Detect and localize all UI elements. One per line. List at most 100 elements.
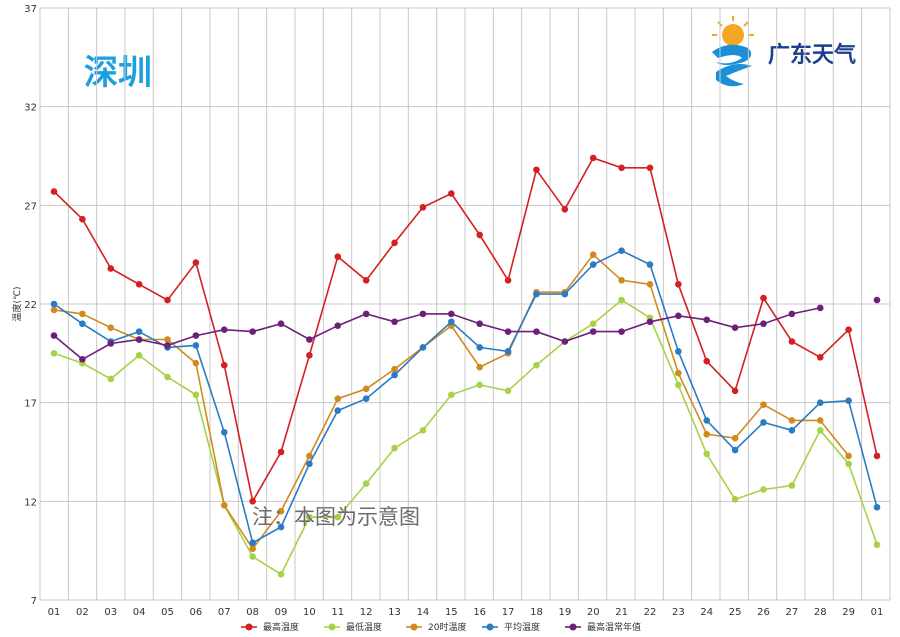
data-point [419, 426, 427, 434]
x-tick-label: 21 [615, 607, 628, 618]
legend-label: 平均温度 [504, 621, 540, 633]
data-point [50, 300, 58, 308]
data-point [192, 332, 200, 339]
data-point [760, 294, 767, 302]
data-point [192, 359, 200, 367]
data-point [675, 280, 682, 288]
data-point [675, 348, 682, 355]
data-point [816, 417, 824, 424]
data-point [618, 164, 625, 172]
legend-item: 最低温度 [324, 621, 382, 633]
data-point [362, 310, 370, 318]
data-point [788, 338, 796, 345]
legend-swatch-dot [569, 623, 577, 631]
data-point [164, 342, 171, 349]
x-tick-label: 17 [502, 607, 515, 618]
x-tick-label: 11 [331, 607, 344, 618]
data-point [589, 154, 597, 162]
legend-label: 最高温常年值 [587, 621, 641, 633]
data-point [277, 320, 285, 328]
data-point [391, 444, 398, 452]
data-point [873, 452, 881, 460]
x-tick-label: 25 [729, 607, 742, 618]
data-point [618, 296, 625, 304]
data-point [504, 348, 512, 355]
data-point [448, 391, 455, 399]
data-point [476, 320, 483, 328]
data-point [504, 277, 512, 284]
x-tick-label: 03 [104, 607, 117, 618]
x-tick-label: 01 [871, 607, 884, 618]
legend-item: 最高温常年值 [565, 621, 641, 633]
data-point [703, 357, 711, 365]
data-point [220, 326, 228, 333]
x-tick-label: 23 [672, 607, 685, 618]
data-point [362, 385, 370, 393]
data-point [135, 336, 143, 343]
data-point [816, 353, 824, 361]
diagram-note: 注：本图为示意图 [252, 505, 420, 529]
x-tick-label: 04 [133, 607, 146, 618]
legend-item: 平均温度 [482, 621, 540, 633]
y-tick-label: 27 [24, 201, 37, 212]
data-point [646, 261, 654, 268]
y-tick-label: 37 [24, 4, 37, 15]
data-point [391, 371, 398, 379]
x-tick-label: 29 [842, 607, 855, 618]
data-point [533, 361, 540, 369]
data-point [249, 553, 256, 560]
data-point [306, 460, 313, 468]
data-point [135, 280, 143, 288]
data-point [192, 391, 200, 399]
data-point [79, 320, 86, 328]
data-point [306, 336, 313, 343]
data-point [249, 545, 256, 552]
data-point [419, 204, 427, 211]
data-point [79, 355, 86, 363]
data-point [79, 310, 86, 318]
series-line-2 [53, 253, 850, 551]
data-point [788, 426, 796, 434]
data-point [220, 428, 228, 436]
data-point [79, 215, 86, 223]
data-point [306, 352, 313, 359]
x-tick-label: 22 [644, 607, 657, 618]
x-tick-label: 05 [161, 607, 174, 618]
legend-swatch-dot [486, 623, 494, 631]
data-point [589, 261, 597, 268]
data-point [476, 344, 483, 351]
data-point [618, 328, 625, 335]
x-tick-label: 28 [814, 607, 827, 618]
data-point [731, 434, 739, 442]
data-point [589, 328, 597, 335]
data-point [164, 336, 171, 343]
x-tick-label: 19 [558, 607, 571, 618]
y-tick-label: 22 [24, 300, 37, 311]
guangdong-weather-logo-icon [712, 16, 754, 87]
x-tick-label: 27 [785, 607, 798, 618]
data-point [334, 513, 342, 521]
data-point [760, 401, 767, 408]
x-tick-label: 24 [700, 607, 713, 618]
data-point [618, 247, 625, 255]
data-point [873, 296, 881, 304]
data-point [135, 328, 143, 335]
data-point [816, 426, 824, 434]
data-point [306, 513, 313, 521]
series-line-1 [53, 299, 878, 576]
data-point [589, 251, 597, 258]
data-point [334, 395, 342, 403]
data-point [362, 277, 370, 284]
data-point [504, 328, 512, 335]
data-point [107, 375, 115, 383]
x-tick-label: 15 [445, 607, 458, 618]
data-point [277, 571, 285, 578]
x-tick-label: 18 [530, 607, 543, 618]
x-tick-label: 16 [473, 607, 486, 618]
city-title: 深圳 [84, 53, 152, 93]
data-point [220, 501, 228, 509]
x-tick-label: 26 [757, 607, 770, 618]
data-point [362, 480, 370, 487]
data-point [277, 523, 285, 531]
